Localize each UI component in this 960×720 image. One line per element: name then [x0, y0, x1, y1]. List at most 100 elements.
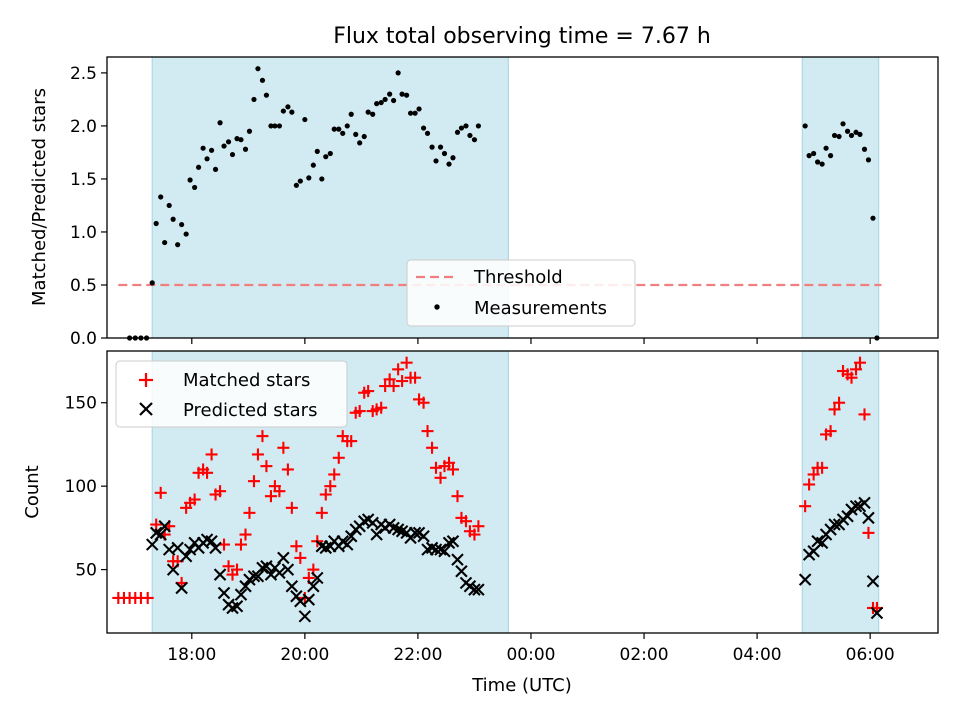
predicted-star-point	[166, 563, 180, 576]
predicted-star-point	[862, 511, 875, 525]
measurement-point	[183, 231, 189, 237]
predicted-stars-series	[145, 496, 884, 623]
measurement-point	[840, 121, 846, 127]
matched-star-point	[256, 430, 269, 443]
predicted-star-point	[870, 606, 884, 620]
measurement-point	[848, 132, 855, 139]
y-tick-label: 2.0	[70, 117, 97, 137]
matched-star-point	[409, 371, 422, 384]
measurement-point	[458, 125, 465, 131]
measurement-point	[391, 97, 397, 104]
measurement-point	[251, 96, 257, 103]
measurement-point	[293, 182, 299, 188]
measurement-point	[306, 175, 312, 181]
matched-star-point	[451, 490, 464, 503]
threshold-legend-label: Threshold	[473, 267, 563, 288]
predicted-star-point	[344, 529, 358, 543]
time-x-axis: 18:00 20:00 22:00 00:00 02:00 04:00 06:00	[167, 633, 895, 665]
matched-star-point	[188, 493, 201, 506]
matched-star-point	[396, 375, 409, 388]
measurement-point	[162, 239, 168, 246]
measurement-point	[853, 129, 859, 135]
measurement-point	[861, 146, 868, 152]
measurement-point	[404, 92, 410, 98]
matched-star-point	[387, 380, 400, 393]
measurement-point	[416, 106, 422, 112]
matched-star-point	[862, 526, 875, 539]
matched-star-point	[239, 528, 252, 541]
x-tick-label: 02:00	[620, 645, 669, 665]
ratio-legend: Threshold Measurements	[406, 259, 636, 327]
matched-star-point	[251, 448, 264, 461]
measurement-point	[344, 123, 350, 129]
matched-star-point	[833, 396, 846, 409]
matched-star-point	[328, 468, 341, 481]
predicted-legend-label: Predicted stars	[183, 400, 317, 421]
predicted-star-point	[455, 565, 468, 578]
observing-window-band	[802, 57, 879, 338]
matched-star-point	[443, 456, 456, 469]
measurement-point	[827, 153, 834, 159]
measurement-point	[437, 144, 444, 150]
measurement-point	[268, 123, 274, 129]
measurement-point	[263, 92, 270, 98]
count-legend-box	[115, 360, 348, 428]
matched-star-point	[290, 540, 303, 553]
x-tick-label: 22:00	[393, 645, 442, 665]
count-y-axis-label: Count	[22, 465, 43, 518]
measurement-point	[255, 66, 261, 72]
measurements-legend-swatch	[434, 304, 440, 310]
matched-star-point	[816, 461, 829, 474]
predicted-star-point	[205, 534, 218, 548]
measurement-point	[429, 144, 435, 150]
matched-star-point	[417, 396, 430, 409]
predicted-star-point	[277, 551, 290, 565]
predicted-star-point	[370, 528, 383, 541]
matched-star-point	[353, 405, 366, 418]
matched-star-point	[345, 435, 358, 448]
y-tick-label: 1.0	[70, 223, 97, 243]
predicted-star-point	[391, 523, 405, 536]
matched-star-point	[853, 356, 866, 369]
predicted-star-point	[298, 610, 312, 623]
measurement-point	[475, 123, 482, 129]
measurements-series	[127, 66, 880, 341]
measurement-point	[353, 131, 359, 138]
predicted-star-point	[239, 580, 252, 593]
measurement-point	[395, 70, 401, 76]
measurement-point	[365, 109, 371, 115]
measurement-point	[450, 155, 456, 161]
predicted-star-point	[472, 583, 485, 596]
measurements-legend-label: Measurements	[474, 298, 607, 319]
predicted-star-point	[858, 496, 871, 510]
predicted-star-point	[866, 575, 880, 588]
measurement-point	[212, 166, 219, 172]
matched-star-point	[247, 475, 260, 488]
predicted-star-point	[158, 519, 171, 533]
x-axis-label: Time (UTC)	[471, 675, 572, 696]
matched-star-point	[803, 478, 816, 491]
predicted-star-point	[798, 573, 812, 586]
predicted-star-point	[408, 526, 422, 540]
measurement-point	[802, 123, 808, 129]
matched-star-point	[222, 560, 235, 573]
predicted-star-point	[468, 583, 481, 596]
matched-star-point	[260, 460, 273, 473]
measurement-point	[819, 161, 825, 167]
measurement-point	[814, 159, 821, 165]
y-tick-label: 50	[75, 561, 97, 581]
measurement-point	[361, 133, 367, 140]
measurement-point	[844, 128, 851, 134]
y-tick-label: 0.5	[70, 276, 97, 296]
measurement-point	[323, 154, 329, 160]
predicted-legend-swatch	[139, 402, 153, 416]
measurement-point	[441, 150, 448, 157]
measurement-point	[433, 158, 439, 164]
predicted-star-point	[451, 553, 464, 566]
matched-star-point	[426, 441, 439, 454]
matched-star-point	[214, 485, 227, 498]
measurement-point	[234, 136, 240, 142]
measurement-point	[454, 129, 461, 135]
x-tick-label: 18:00	[167, 645, 216, 665]
